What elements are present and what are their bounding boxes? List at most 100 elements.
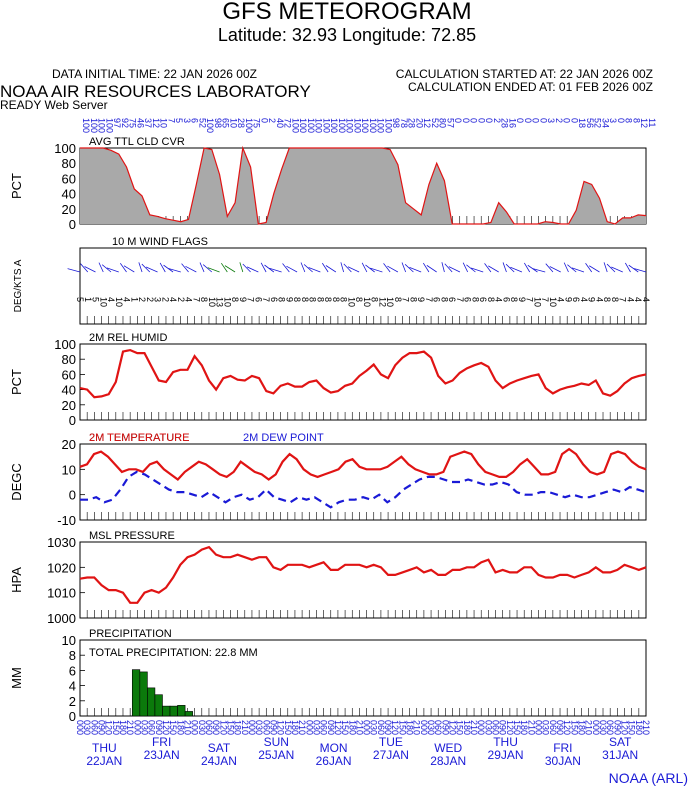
day-of-week-label: SUN — [264, 735, 289, 749]
cloud-value-label: 52 — [430, 118, 440, 128]
wind-speed-label: 13 — [215, 297, 225, 307]
wind-barb — [422, 262, 430, 273]
time-hour-label: 060 — [319, 720, 329, 735]
wind-barb — [589, 265, 600, 273]
wind-speed-label: 1 — [129, 297, 139, 302]
time-hour-label: 150 — [627, 720, 637, 735]
wind-speed-label: 8 — [393, 297, 403, 302]
y-tick-label: 8 — [69, 648, 76, 663]
day-of-week-label: SAT — [208, 741, 231, 755]
precip-bar — [169, 705, 178, 717]
cloud-value-label: 100 — [81, 118, 91, 133]
wind-barb — [441, 262, 445, 273]
wind-barb — [239, 262, 244, 273]
wind-barb — [224, 265, 236, 273]
panel-title-5: PRECIPITATION — [89, 628, 172, 640]
wind-speed-label: 4 — [556, 297, 566, 302]
cloud-value-label: 100 — [97, 118, 107, 133]
cloud-value-label: 10 — [228, 118, 238, 128]
wind-speed-label: 8 — [308, 297, 318, 302]
wind-barb — [181, 263, 189, 273]
wind-speed-label: 8 — [602, 297, 612, 302]
time-hour-label: 180 — [462, 720, 472, 735]
wind-speed-label: 8 — [323, 297, 333, 302]
wind-speed-label: 4 — [633, 297, 643, 302]
time-hour-label: 120 — [390, 720, 400, 735]
panel-ylabel-4: HPA — [9, 567, 24, 593]
wind-speed-label: 6 — [432, 297, 442, 302]
y-tick-label: 100 — [54, 141, 76, 156]
y-tick-label: 100 — [54, 337, 76, 352]
time-hour-label: 120 — [276, 720, 286, 735]
cloud-value-label: 52 — [197, 118, 207, 128]
time-hour-label: 120 — [505, 720, 515, 735]
cloud-value-label: 2 — [267, 118, 277, 123]
cloud-value-label: 100 — [89, 118, 99, 133]
cloud-value-label: 0 — [523, 118, 533, 123]
time-hour-label: 030 — [197, 720, 207, 735]
wind-speed-label: 5 — [91, 297, 101, 302]
wind-speed-label: 8 — [370, 297, 380, 302]
cloud-value-label: 2 — [492, 118, 502, 123]
time-hour-label: 120 — [448, 720, 458, 735]
precip-bar — [184, 711, 193, 717]
time-hour-label: 060 — [548, 720, 558, 735]
time-hour-label: 000 — [132, 720, 142, 735]
cloud-value-label: 0 — [259, 118, 269, 123]
precip-bar — [162, 705, 171, 717]
wind-speed-label: 10 — [532, 297, 542, 307]
wind-barb — [242, 263, 251, 273]
time-hour-label: 000 — [419, 720, 429, 735]
time-hour-label: 000 — [247, 720, 257, 735]
wind-speed-label: 8 — [315, 297, 325, 302]
wind-barb — [361, 262, 368, 273]
total-precipitation: TOTAL PRECIPITATION: 22.8 MM — [89, 647, 258, 659]
wind-speed-label: 6 — [463, 297, 473, 302]
time-hour-label: 150 — [340, 720, 350, 735]
wind-barb — [98, 262, 104, 273]
cloud-value-label: 6 — [190, 118, 200, 123]
wind-barb — [365, 264, 375, 273]
cloud-value-label: 7 — [166, 118, 176, 123]
wind-speed-label: 7 — [525, 297, 535, 302]
wind-barb — [159, 262, 166, 273]
cloud-value-label: 12 — [151, 118, 161, 128]
wind-barb — [585, 263, 593, 273]
wind-speed-label: 9 — [238, 297, 248, 302]
y-tick-label: 1010 — [47, 586, 76, 601]
time-hour-label: 210 — [469, 720, 479, 735]
wind-speed-label: 9 — [587, 297, 597, 302]
precip-bar — [139, 671, 148, 717]
day-of-week-label: TUE — [379, 735, 403, 749]
wind-speed-label: 4 — [122, 297, 132, 302]
wind-speed-label: 8 — [230, 297, 240, 302]
calculation-ended: CALCULATION ENDED AT: 01 FEB 2026 00Z — [408, 80, 653, 94]
wind-barb — [624, 262, 631, 273]
y-tick-label: 10 — [62, 633, 76, 648]
y-tick-label: 20 — [62, 437, 76, 452]
panel-frame-2 — [79, 343, 647, 421]
panel-frame-4 — [79, 541, 647, 619]
panel-title-4: MSL PRESSURE — [89, 530, 175, 542]
wind-speed-label: 7 — [618, 297, 628, 302]
cloud-cover-line — [80, 145, 647, 225]
time-hour-label: 120 — [333, 720, 343, 735]
wind-speed-label: 4 — [641, 297, 651, 302]
time-hour-label: 000 — [534, 720, 544, 735]
wind-speed-label: 2 — [160, 297, 170, 302]
panel-title-3: 2M TEMPERATURE — [89, 432, 189, 444]
cloud-value-label: 28 — [236, 118, 246, 128]
wind-barb — [80, 263, 89, 273]
panel-title-0: AVG TTL CLD CVR — [89, 136, 185, 148]
wind-speed-label: 7 — [540, 297, 550, 302]
time-hour-label: 090 — [612, 720, 622, 735]
cloud-value-label: 75 — [252, 118, 262, 128]
cloud-value-label: 0 — [538, 118, 548, 123]
wind-barb — [466, 264, 476, 273]
wind-barb — [123, 265, 135, 273]
wind-barb — [370, 267, 383, 273]
wind-barb — [119, 263, 127, 273]
day-of-week-label: THU — [92, 741, 117, 755]
y-tick-label: 0 — [69, 413, 76, 428]
time-hour-label: 030 — [369, 720, 379, 735]
